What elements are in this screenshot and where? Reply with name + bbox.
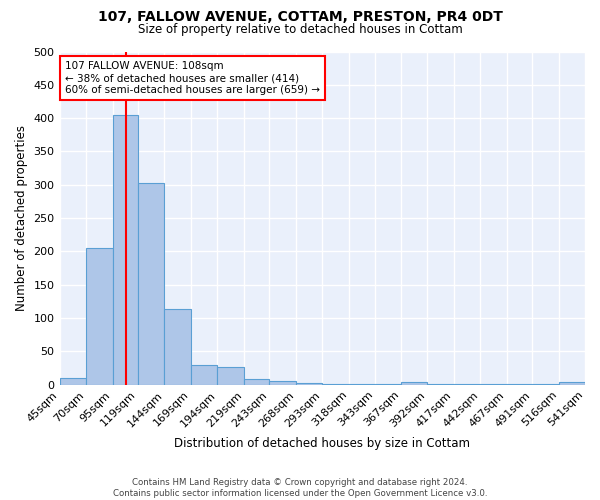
Bar bbox=[86, 248, 113, 385]
Bar bbox=[59, 378, 86, 385]
Bar bbox=[269, 382, 296, 385]
Bar bbox=[322, 384, 349, 385]
Bar bbox=[244, 380, 269, 385]
Bar bbox=[506, 384, 532, 385]
Text: Size of property relative to detached houses in Cottam: Size of property relative to detached ho… bbox=[137, 22, 463, 36]
Text: 107, FALLOW AVENUE, COTTAM, PRESTON, PR4 0DT: 107, FALLOW AVENUE, COTTAM, PRESTON, PR4… bbox=[98, 10, 502, 24]
Y-axis label: Number of detached properties: Number of detached properties bbox=[15, 125, 28, 311]
Bar bbox=[375, 384, 401, 385]
Bar bbox=[113, 115, 138, 385]
Bar bbox=[164, 310, 191, 385]
Text: Contains HM Land Registry data © Crown copyright and database right 2024.
Contai: Contains HM Land Registry data © Crown c… bbox=[113, 478, 487, 498]
Bar bbox=[349, 384, 375, 385]
Bar bbox=[454, 384, 480, 385]
Text: 107 FALLOW AVENUE: 108sqm
← 38% of detached houses are smaller (414)
60% of semi: 107 FALLOW AVENUE: 108sqm ← 38% of detac… bbox=[65, 62, 320, 94]
Bar bbox=[191, 365, 217, 385]
Bar bbox=[296, 384, 322, 385]
Bar bbox=[401, 382, 427, 385]
X-axis label: Distribution of detached houses by size in Cottam: Distribution of detached houses by size … bbox=[174, 437, 470, 450]
Bar bbox=[427, 384, 454, 385]
Bar bbox=[217, 367, 244, 385]
Bar bbox=[138, 183, 164, 385]
Bar bbox=[559, 382, 585, 385]
Bar bbox=[480, 384, 506, 385]
Bar bbox=[532, 384, 559, 385]
